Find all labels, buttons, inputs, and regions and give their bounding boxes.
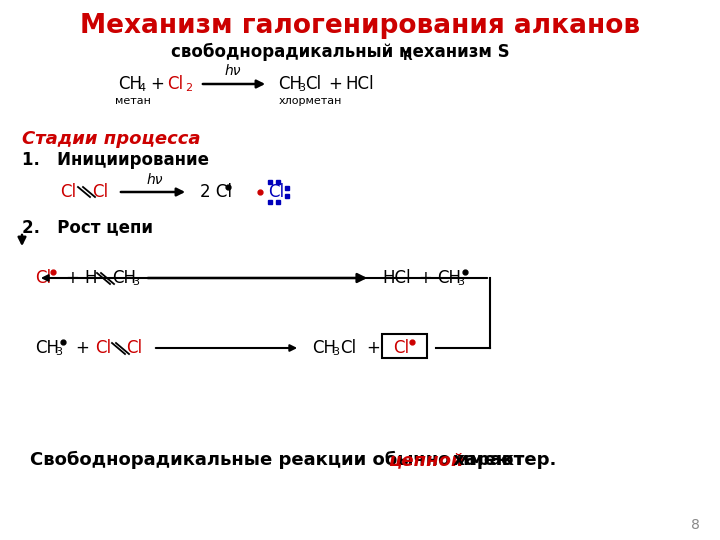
Text: 8: 8 xyxy=(691,518,700,532)
Text: Cl: Cl xyxy=(35,269,51,287)
Text: hν: hν xyxy=(225,64,241,78)
Text: +: + xyxy=(65,269,79,287)
Text: CH: CH xyxy=(112,269,136,287)
Text: HCl: HCl xyxy=(382,269,410,287)
Text: 3: 3 xyxy=(457,277,464,287)
Text: Cl: Cl xyxy=(92,183,108,201)
Text: 3: 3 xyxy=(332,347,339,357)
Text: 3: 3 xyxy=(55,347,62,357)
Text: R: R xyxy=(403,50,413,63)
Text: Cl: Cl xyxy=(167,75,183,93)
Text: Cl: Cl xyxy=(126,339,142,357)
Text: hν: hν xyxy=(147,173,163,187)
Text: цепной: цепной xyxy=(388,451,464,469)
Text: 3: 3 xyxy=(298,83,305,93)
Text: Механизм галогенирования алканов: Механизм галогенирования алканов xyxy=(80,13,640,39)
Text: 2.   Рост цепи: 2. Рост цепи xyxy=(22,218,153,236)
Text: 1.   Инициирование: 1. Инициирование xyxy=(22,151,209,169)
Text: +: + xyxy=(75,339,89,357)
Text: 3: 3 xyxy=(132,277,139,287)
Text: хлорметан: хлорметан xyxy=(279,96,342,106)
Text: +: + xyxy=(150,75,164,93)
Text: свободнорадикальный механизм S: свободнорадикальный механизм S xyxy=(171,43,509,61)
Text: CH: CH xyxy=(312,339,336,357)
Text: CH: CH xyxy=(35,339,59,357)
Text: CH: CH xyxy=(278,75,302,93)
Text: +: + xyxy=(366,339,380,357)
Text: +: + xyxy=(418,269,432,287)
Text: Cl: Cl xyxy=(60,183,76,201)
Text: 2 Cl: 2 Cl xyxy=(200,183,232,201)
Text: Cl: Cl xyxy=(393,339,409,357)
Bar xyxy=(382,334,427,358)
Text: HCl: HCl xyxy=(345,75,374,93)
Text: H: H xyxy=(84,269,96,287)
Text: Cl: Cl xyxy=(95,339,111,357)
Text: CH: CH xyxy=(118,75,142,93)
Text: Стадии процесса: Стадии процесса xyxy=(22,130,200,148)
Text: 4: 4 xyxy=(138,83,145,93)
Text: характер.: характер. xyxy=(447,451,557,469)
Text: 2: 2 xyxy=(185,83,192,93)
Text: Cl: Cl xyxy=(340,339,356,357)
Text: Cl: Cl xyxy=(268,183,284,201)
Text: метан: метан xyxy=(115,96,151,106)
Text: Cl: Cl xyxy=(305,75,321,93)
Text: +: + xyxy=(328,75,342,93)
Text: Свободнорадикальные реакции обычно имеют: Свободнорадикальные реакции обычно имеют xyxy=(30,451,531,469)
Text: CH: CH xyxy=(437,269,461,287)
